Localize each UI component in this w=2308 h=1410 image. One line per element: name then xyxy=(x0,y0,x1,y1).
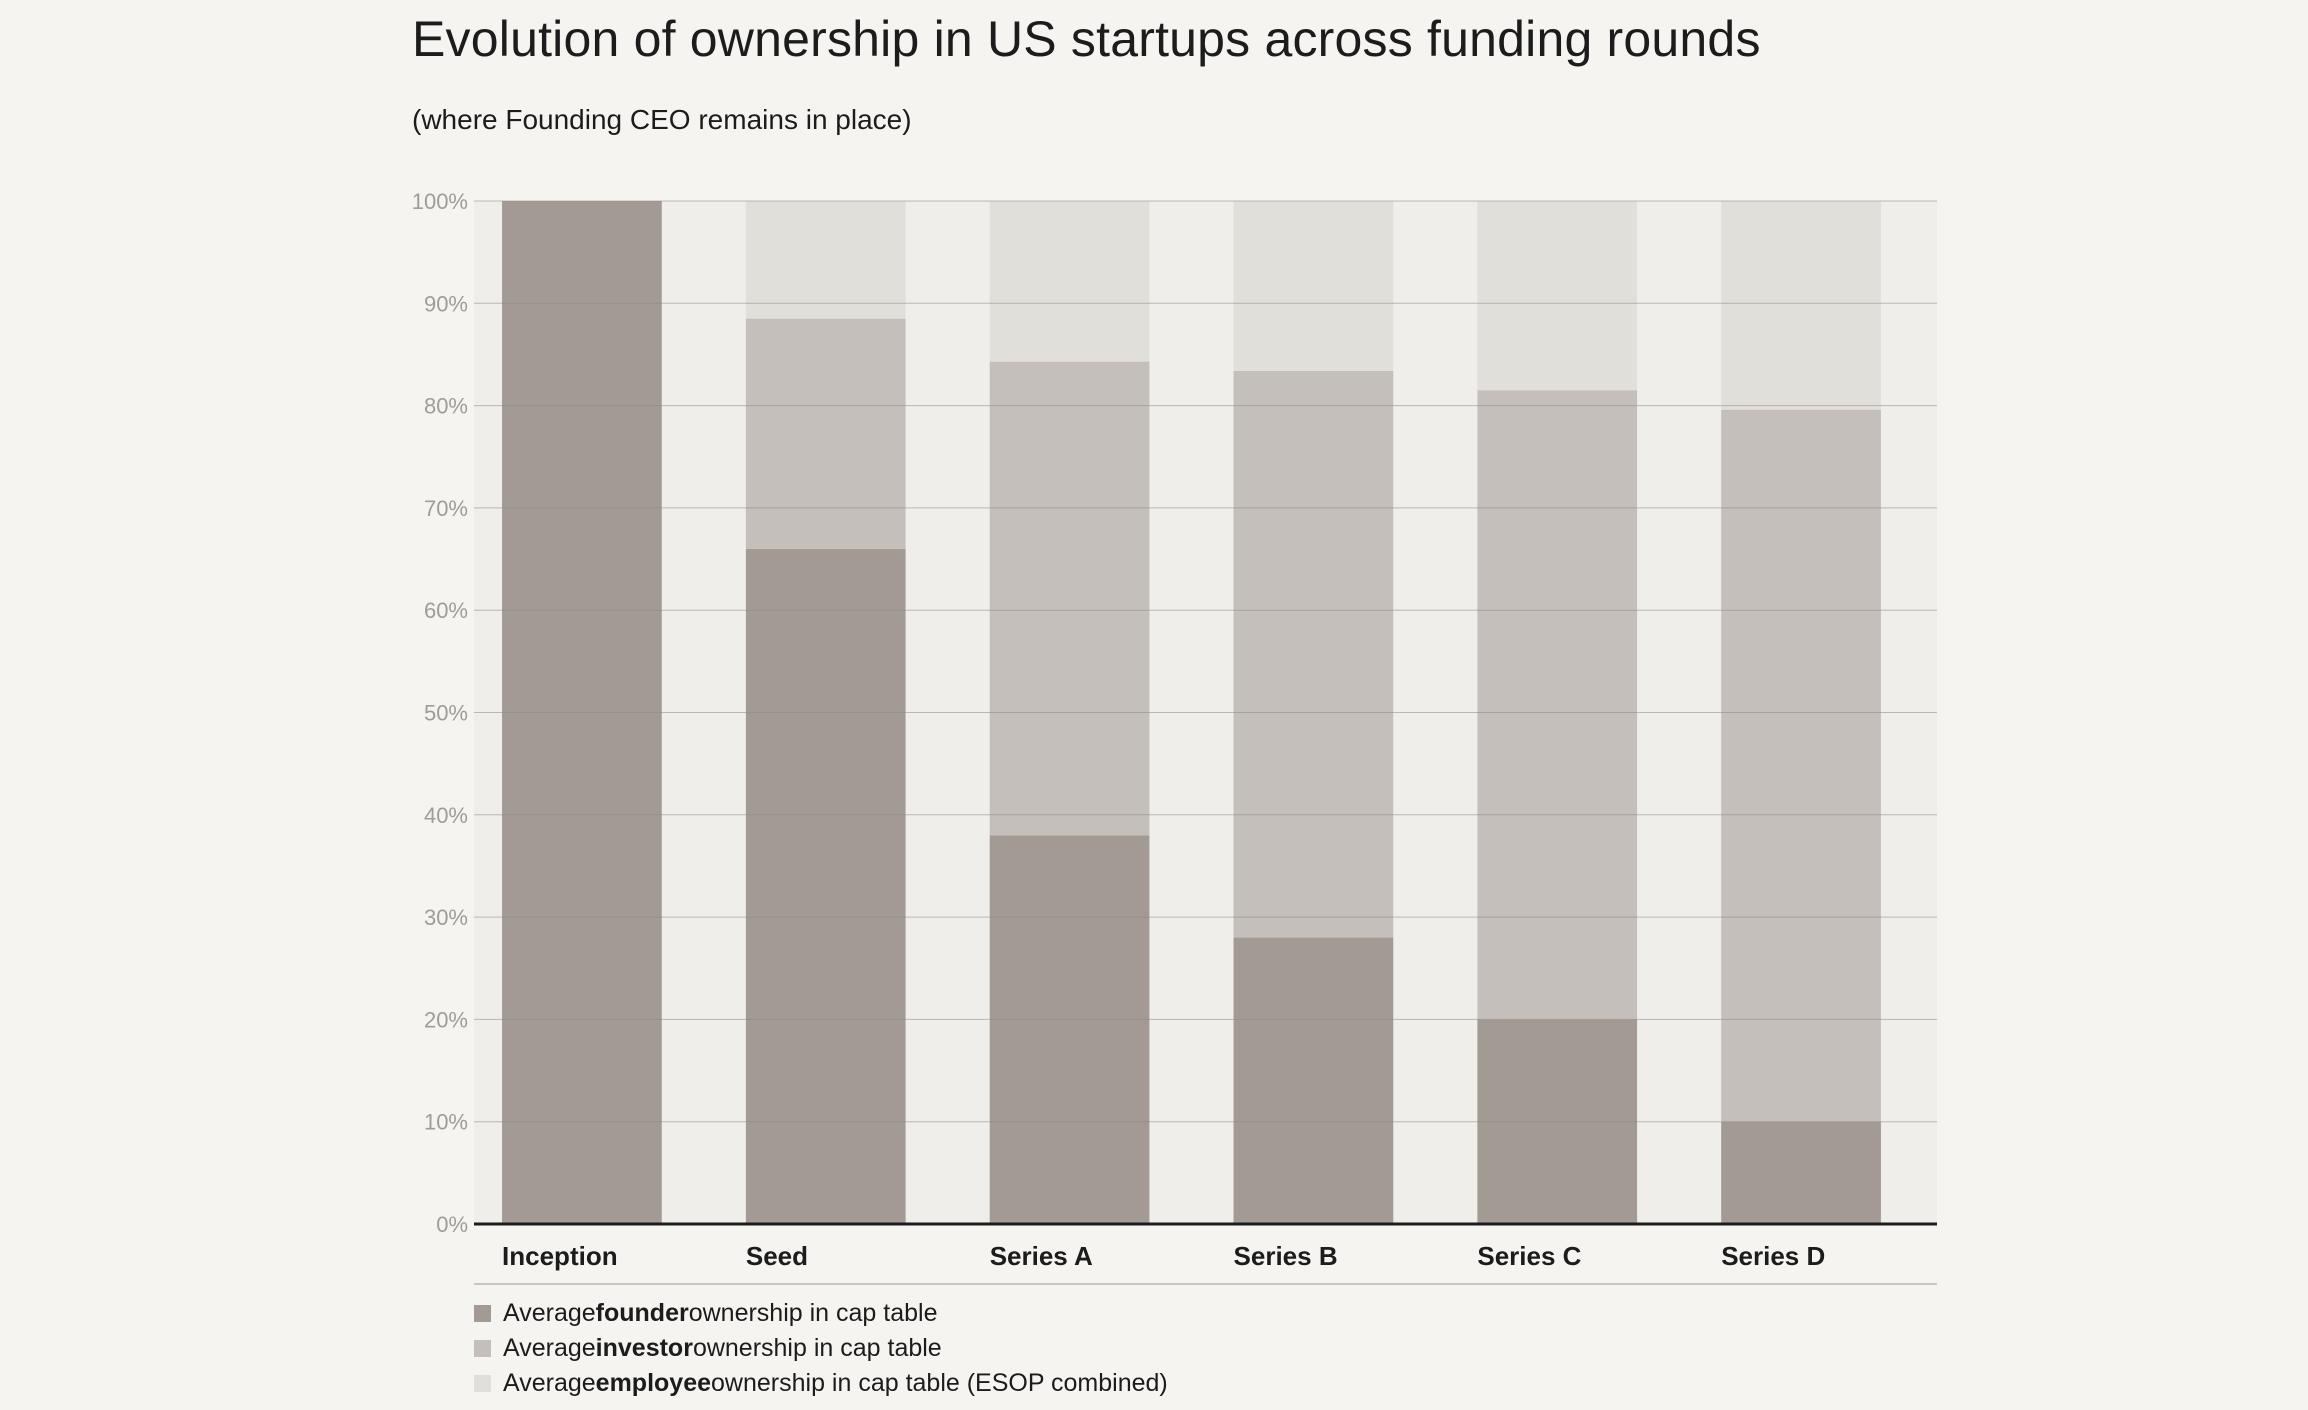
stacked-bar-chart: 0% 10% 20% 30% 40% 50% 60% 70% 80% 90% 100% Incepti… xyxy=(412,189,1937,1285)
legend-item-investor: Average investor ownership in cap table xyxy=(474,1331,1168,1366)
x-tick-label: Series B xyxy=(1234,1241,1338,1271)
x-tick-label: Seed xyxy=(746,1241,808,1271)
bar-founder-series-b xyxy=(1233,937,1394,1224)
x-tick-label: Series C xyxy=(1477,1241,1581,1271)
legend-label-strong: founder xyxy=(595,1299,689,1327)
y-tick-label: 20% xyxy=(424,1007,468,1032)
y-tick-label: 90% xyxy=(424,291,468,316)
y-tick-label: 0% xyxy=(436,1212,468,1237)
legend-label-strong: investor xyxy=(595,1334,693,1362)
bar-founder-series-a xyxy=(989,835,1150,1224)
chart-title: Evolution of ownership in US startups ac… xyxy=(412,11,1761,67)
x-tick-label: Series A xyxy=(990,1241,1093,1271)
legend-label-prefix: Average xyxy=(503,1369,596,1397)
bar-investor-series-b xyxy=(1233,370,1394,938)
x-tick-label: Inception xyxy=(502,1241,618,1271)
legend-label-suffix: ownership in cap table (ESOP combined) xyxy=(711,1369,1168,1397)
x-tick-label: Series D xyxy=(1721,1241,1825,1271)
y-tick-label: 10% xyxy=(424,1110,468,1135)
legend-swatch-investor xyxy=(474,1340,491,1357)
bar-employee-series-d xyxy=(1721,201,1881,410)
bar-investor-series-c xyxy=(1477,390,1638,1020)
legend-label-suffix: ownership in cap table xyxy=(692,1334,942,1362)
legend-item-employee: Average employee ownership in cap table … xyxy=(474,1366,1168,1401)
y-tick-label: 80% xyxy=(424,394,468,419)
y-tick-label: 40% xyxy=(424,803,468,828)
bar-employee-series-b xyxy=(1233,201,1394,371)
bar-investor-seed xyxy=(745,318,906,549)
chart-legend: Average founder ownership in cap table A… xyxy=(474,1296,1168,1401)
bar-founder-series-d xyxy=(1721,1121,1881,1224)
bar-founder-seed xyxy=(745,548,906,1224)
y-tick-label: 50% xyxy=(424,701,468,726)
legend-label-prefix: Average xyxy=(503,1299,596,1327)
bar-employee-series-c xyxy=(1477,201,1638,391)
chart-subtitle: (where Founding CEO remains in place) xyxy=(412,104,912,135)
legend-swatch-founder xyxy=(474,1305,491,1322)
y-tick-label: 30% xyxy=(424,905,468,930)
y-tick-label: 70% xyxy=(424,496,468,521)
legend-swatch-employee xyxy=(474,1375,491,1392)
legend-label-strong: employee xyxy=(595,1369,712,1397)
bar-investor-series-a xyxy=(989,361,1150,836)
bar-investor-series-d xyxy=(1721,409,1881,1122)
y-tick-label: 100% xyxy=(412,189,468,214)
bar-employee-series-a xyxy=(989,201,1150,362)
legend-label-prefix: Average xyxy=(503,1334,596,1362)
legend-item-founder: Average founder ownership in cap table xyxy=(474,1296,1168,1331)
legend-label-suffix: ownership in cap table xyxy=(688,1299,938,1327)
y-tick-label: 60% xyxy=(424,598,468,623)
bar-employee-seed xyxy=(745,201,906,319)
